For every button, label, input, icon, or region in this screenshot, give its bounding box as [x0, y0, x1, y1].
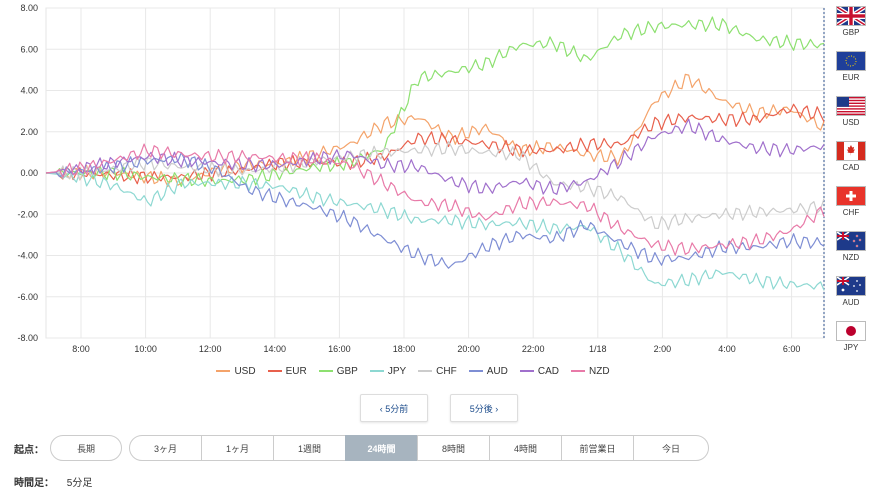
- flag-label: CHF: [842, 208, 860, 217]
- x-tick-label: 4:00: [718, 344, 736, 354]
- flag-label: USD: [842, 118, 860, 127]
- legend-label: CHF: [436, 366, 457, 377]
- next-5min-button[interactable]: 5分後 ›: [450, 394, 518, 422]
- flag-item-cad[interactable]: CAD: [834, 141, 868, 172]
- x-tick-label: 22:00: [522, 344, 545, 354]
- legend-swatch: [570, 370, 585, 373]
- nz-flag-icon: [836, 231, 866, 251]
- legend-item-jpy[interactable]: JPY: [369, 366, 407, 377]
- flag-item-jpy[interactable]: JPY: [834, 321, 868, 352]
- legend-item-eur[interactable]: EUR: [267, 366, 307, 377]
- legend-item-aud[interactable]: AUD: [468, 366, 508, 377]
- legend-item-chf[interactable]: CHF: [418, 366, 457, 377]
- y-tick-label: 4.00: [20, 86, 38, 96]
- flag-label: GBP: [842, 28, 860, 37]
- period-button-4[interactable]: 8時間: [417, 435, 490, 461]
- period-button-0[interactable]: 3ヶ月: [129, 435, 202, 461]
- legend-item-nzd[interactable]: NZD: [570, 366, 610, 377]
- x-tick-label: 8:00: [72, 344, 90, 354]
- period-button-2[interactable]: 1週間: [273, 435, 346, 461]
- period-long-button[interactable]: 長期: [50, 435, 122, 461]
- flag-label: JPY: [843, 343, 859, 352]
- x-tick-label: 2:00: [654, 344, 672, 354]
- flag-item-usd[interactable]: USD: [834, 96, 868, 127]
- japan-flag-icon: [836, 321, 866, 341]
- series-line-usd: [46, 73, 825, 188]
- legend-label: USD: [234, 366, 256, 377]
- x-tick-label: 10:00: [134, 344, 157, 354]
- eu-flag-icon: [836, 51, 866, 71]
- flag-item-eur[interactable]: EUR: [834, 51, 868, 82]
- australia-flag-icon: [836, 276, 866, 296]
- legend-item-usd[interactable]: USD: [216, 366, 256, 377]
- legend-label: CAD: [537, 366, 559, 377]
- x-tick-label: 14:00: [264, 344, 287, 354]
- canada-flag-icon: [836, 141, 866, 161]
- flag-item-chf[interactable]: CHF: [834, 186, 868, 217]
- y-tick-label: 2.00: [20, 127, 38, 137]
- period-button-6[interactable]: 前営業日: [561, 435, 634, 461]
- us-flag-icon: [836, 96, 866, 116]
- currency-strength-chart: 8.00 6.00 4.00 2.00 0.00 -2.00 -4.00 -6.00 -8.00…: [17, 3, 825, 354]
- legend-item-gbp[interactable]: GBP: [318, 366, 358, 377]
- y-tick-label: -2.00: [17, 209, 38, 219]
- x-tick-label: 18:00: [393, 344, 416, 354]
- legend-swatch: [369, 370, 384, 373]
- series-line-jpy: [45, 170, 825, 291]
- timeframe-value: 5分足: [66, 478, 93, 489]
- flag-label: CAD: [842, 163, 860, 172]
- legend-swatch: [468, 370, 483, 373]
- x-tick-label: 20:00: [457, 344, 480, 354]
- chart-legend: USD EUR GBP JPY CHF AUD CAD NZD: [0, 366, 826, 377]
- flag-item-nzd[interactable]: NZD: [834, 231, 868, 262]
- x-tick-label: 12:00: [199, 344, 222, 354]
- timeframe-row: 時間足： 5分足: [14, 474, 92, 489]
- flag-label: EUR: [842, 73, 860, 82]
- y-tick-label: 8.00: [20, 3, 38, 13]
- flag-label: NZD: [842, 253, 860, 262]
- period-button-3[interactable]: 24時間: [345, 435, 418, 461]
- flag-label: AUD: [842, 298, 860, 307]
- period-button-1[interactable]: 1ヶ月: [201, 435, 274, 461]
- prev-5min-button[interactable]: ‹ 5分前: [360, 394, 428, 422]
- legend-label: NZD: [588, 366, 610, 377]
- legend-swatch: [216, 370, 231, 373]
- x-tick-label: 6:00: [783, 344, 801, 354]
- x-tick-label: 1/18: [589, 344, 607, 354]
- y-tick-label: -8.00: [17, 333, 38, 343]
- legend-swatch: [267, 370, 282, 373]
- legend-label: EUR: [285, 366, 307, 377]
- series-line-gbp: [46, 16, 825, 187]
- legend-label: GBP: [336, 366, 358, 377]
- series-line-eur: [46, 103, 825, 185]
- period-button-7[interactable]: 今日: [633, 435, 709, 461]
- uk-flag-icon: [836, 6, 866, 26]
- series-line-aud: [45, 151, 825, 269]
- y-tick-label: 0.00: [20, 168, 38, 178]
- x-tick-label: 16:00: [328, 344, 351, 354]
- legend-swatch: [519, 370, 534, 373]
- origin-label: 起点：: [14, 445, 44, 456]
- series-line-nzd: [45, 143, 825, 256]
- y-tick-label: -4.00: [17, 251, 38, 261]
- legend-swatch: [418, 370, 433, 373]
- series-line-chf: [46, 140, 825, 231]
- legend-item-cad[interactable]: CAD: [519, 366, 559, 377]
- timeframe-label: 時間足：: [14, 478, 54, 489]
- y-tick-label: -6.00: [17, 292, 38, 302]
- legend-label: JPY: [387, 366, 407, 377]
- period-button-5[interactable]: 4時間: [489, 435, 562, 461]
- flag-item-aud[interactable]: AUD: [834, 276, 868, 307]
- y-tick-label: 6.00: [20, 44, 38, 54]
- flag-item-gbp[interactable]: GBP: [834, 6, 868, 37]
- legend-label: AUD: [486, 366, 508, 377]
- legend-swatch: [318, 370, 333, 373]
- swiss-flag-icon: [836, 186, 866, 206]
